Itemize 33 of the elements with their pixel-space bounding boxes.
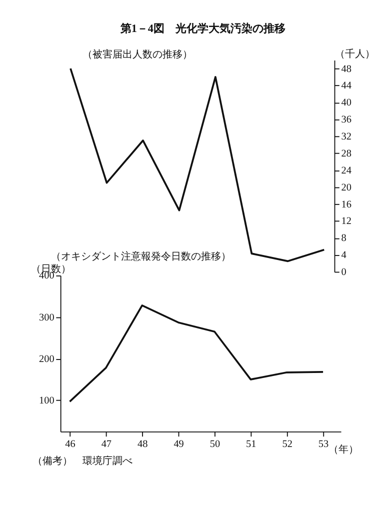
x-tick-label: 53 — [318, 438, 329, 450]
y-tick-label: 48 — [341, 64, 352, 75]
x-tick-label: 47 — [101, 438, 112, 450]
y-tick-label: 44 — [341, 80, 352, 92]
chart-title: 第1－4図 光化学大気汚染の推移 — [119, 22, 286, 36]
x-tick-label: 52 — [282, 438, 292, 450]
y-tick-label: 16 — [341, 199, 352, 210]
x-tick-label: 49 — [174, 438, 184, 450]
x-axis-title: （年） — [328, 443, 358, 456]
x-tick-label: 46 — [65, 438, 76, 450]
line-series — [68, 304, 324, 402]
y-tick-label: 400 — [39, 270, 54, 282]
y-tick-label: 200 — [39, 354, 54, 365]
y-tick-label: 40 — [341, 98, 352, 109]
chart-title: （オキシダント注意報発令日数の推移） — [51, 250, 232, 263]
chart-subtitle: （被害届出人数の推移） — [82, 48, 193, 60]
y-tick-label: 100 — [39, 396, 54, 407]
text: （備考） 環境庁調べ — [32, 454, 132, 467]
y-tick-label: 28 — [341, 148, 352, 160]
y-tick-label: 20 — [341, 182, 352, 194]
line-series — [70, 68, 326, 262]
y-tick-label: 32 — [341, 132, 352, 143]
y-axis-title: （千人） — [334, 48, 375, 60]
y-tick-label: 36 — [341, 114, 352, 126]
y-tick-label: 300 — [39, 312, 54, 324]
y-tick-label: 8 — [341, 233, 346, 244]
y-tick-label: 24 — [341, 165, 352, 176]
x-tick-label: 48 — [137, 438, 148, 450]
y-tick-label: 12 — [341, 216, 352, 228]
y-tick-label: 0 — [341, 267, 346, 278]
x-tick-label: 50 — [210, 438, 220, 450]
x-tick-label: 51 — [246, 438, 256, 450]
y-tick-label: 4 — [341, 250, 346, 262]
